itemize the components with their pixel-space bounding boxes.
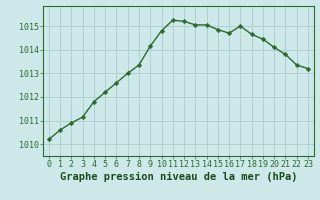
X-axis label: Graphe pression niveau de la mer (hPa): Graphe pression niveau de la mer (hPa) [60, 172, 297, 182]
